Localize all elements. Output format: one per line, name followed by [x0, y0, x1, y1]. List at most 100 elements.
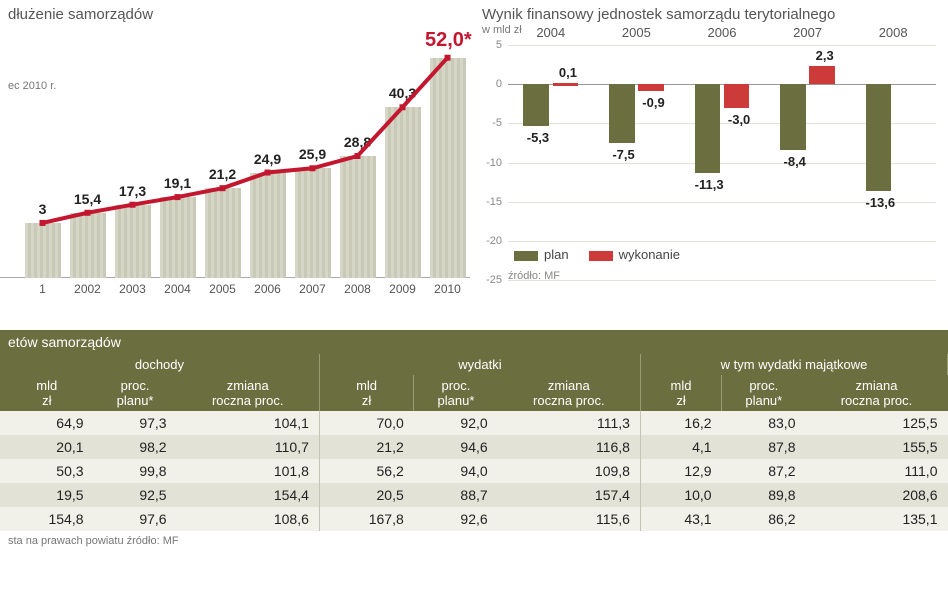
right-cat-label: 2008 [850, 25, 936, 40]
table-cell: 104,1 [177, 411, 320, 435]
table-cell: 154,4 [177, 483, 320, 507]
table-subcol-header: mldzł [319, 375, 413, 411]
left-value-label: 52,0* [425, 29, 470, 52]
table-cell: 115,6 [498, 507, 641, 531]
table-cell: 125,5 [805, 411, 947, 435]
right-wyk-label: -3,0 [713, 112, 764, 127]
table-cell: 111,3 [498, 411, 641, 435]
table-cell: 86,2 [722, 507, 806, 531]
result-chart-panel: Wynik finansowy jednostek samorządu tery… [470, 0, 948, 330]
left-year-label: 2010 [425, 282, 470, 296]
right-plan-label: -8,4 [769, 154, 820, 169]
table-subcol-header: proc.planu* [94, 375, 177, 411]
left-chart-area: 13200215,4200317,3200419,1200521,2200624… [0, 45, 470, 300]
table-cell: 87,8 [722, 435, 806, 459]
table-cell: 16,2 [640, 411, 721, 435]
left-year-label: 2006 [245, 282, 290, 296]
right-cat-label: 2005 [594, 25, 680, 40]
debt-chart-panel: dłużenie samorządów ec 2010 r. 13200215,… [0, 0, 470, 330]
table-cell: 50,3 [0, 459, 94, 483]
table-subcol-header: zmianaroczna proc. [177, 375, 320, 411]
table-subcol-header: zmianaroczna proc. [805, 375, 947, 411]
table-cell: 83,0 [722, 411, 806, 435]
table-cell: 110,7 [177, 435, 320, 459]
table-cell: 154,8 [0, 507, 94, 531]
left-value-label: 21,2 [200, 166, 245, 182]
table-cell: 111,0 [805, 459, 947, 483]
left-value-label: 19,1 [155, 175, 200, 191]
right-wyk-label: 0,1 [542, 65, 593, 80]
table-cell: 94,0 [414, 459, 498, 483]
table-cell: 56,2 [319, 459, 413, 483]
right-cat-label: 2004 [508, 25, 594, 40]
right-legend: plan wykonanie [508, 245, 686, 264]
right-plan-label: -11,3 [683, 177, 734, 192]
left-year-label: 2002 [65, 282, 110, 296]
left-year-label: 2008 [335, 282, 380, 296]
table-cell: 20,5 [319, 483, 413, 507]
table-cell: 92,0 [414, 411, 498, 435]
right-ytick: -15 [480, 196, 502, 208]
left-year-label: 2004 [155, 282, 200, 296]
table-subcol-header: mldzł [640, 375, 721, 411]
legend-swatch-plan [514, 251, 538, 261]
table-cell: 116,8 [498, 435, 641, 459]
legend-swatch-wyk [589, 251, 613, 261]
right-chart-title: Wynik finansowy jednostek samorządu tery… [482, 6, 835, 23]
table-cell: 108,6 [177, 507, 320, 531]
table-row: 50,399,8101,856,294,0109,812,987,2111,0 [0, 459, 948, 483]
table-cell: 10,0 [640, 483, 721, 507]
table-cell: 43,1 [640, 507, 721, 531]
table-row: 64,997,3104,170,092,0111,316,283,0125,5 [0, 411, 948, 435]
left-year-label: 2009 [380, 282, 425, 296]
table-cell: 97,3 [94, 411, 177, 435]
table-cell: 135,1 [805, 507, 947, 531]
table-row: 20,198,2110,721,294,6116,84,187,8155,5 [0, 435, 948, 459]
table-cell: 19,5 [0, 483, 94, 507]
table-cell: 20,1 [0, 435, 94, 459]
right-wyk-label: 2,3 [799, 48, 850, 63]
right-source: źródło: MF [508, 270, 560, 282]
table-subcol-header: proc.planu* [414, 375, 498, 411]
right-plan-label: -7,5 [598, 147, 649, 162]
table-subcol-header: proc.planu* [722, 375, 806, 411]
table-cell: 101,8 [177, 459, 320, 483]
table-cell: 98,2 [94, 435, 177, 459]
table-subcol-header: mldzł [0, 375, 94, 411]
table-group-header: wydatki [319, 354, 640, 375]
table-cell: 155,5 [805, 435, 947, 459]
table-row: 19,592,5154,420,588,7157,410,089,8208,6 [0, 483, 948, 507]
right-ytick: -10 [480, 157, 502, 169]
right-plan-label: -13,6 [855, 195, 906, 210]
right-ytick: -5 [480, 117, 502, 129]
table-cell: 12,9 [640, 459, 721, 483]
right-ytick: 0 [480, 78, 502, 90]
left-value-label: 24,9 [245, 151, 290, 167]
left-year-label: 2005 [200, 282, 245, 296]
table-cell: 21,2 [319, 435, 413, 459]
right-plan-label: -5,3 [512, 130, 563, 145]
left-value-label: 40,3 [380, 85, 425, 101]
right-cat-label: 2007 [765, 25, 851, 40]
left-value-label: 28,8 [335, 134, 380, 150]
table-group-header: w tym wydatki majątkowe [640, 354, 947, 375]
table-cell: 167,8 [319, 507, 413, 531]
left-value-label: 15,4 [65, 191, 110, 207]
table-cell: 208,6 [805, 483, 947, 507]
budget-table: dochodywydatkiw tym wydatki majątkowemld… [0, 354, 948, 531]
table-cell: 94,6 [414, 435, 498, 459]
right-cat-label: 2006 [679, 25, 765, 40]
left-value-label: 25,9 [290, 146, 335, 162]
left-chart-title: dłużenie samorządów [8, 6, 153, 23]
budget-table-wrap: etów samorządów dochodywydatkiw tym wyda… [0, 330, 948, 551]
table-cell: 92,6 [414, 507, 498, 531]
table-row: 154,897,6108,6167,892,6115,643,186,2135,… [0, 507, 948, 531]
left-year-label: 2007 [290, 282, 335, 296]
left-year-label: 1 [20, 282, 65, 296]
legend-label-plan: plan [544, 247, 569, 262]
left-year-label: 2003 [110, 282, 155, 296]
table-subcol-header: zmianaroczna proc. [498, 375, 641, 411]
table-cell: 70,0 [319, 411, 413, 435]
right-ytick: -25 [480, 274, 502, 286]
table-cell: 92,5 [94, 483, 177, 507]
